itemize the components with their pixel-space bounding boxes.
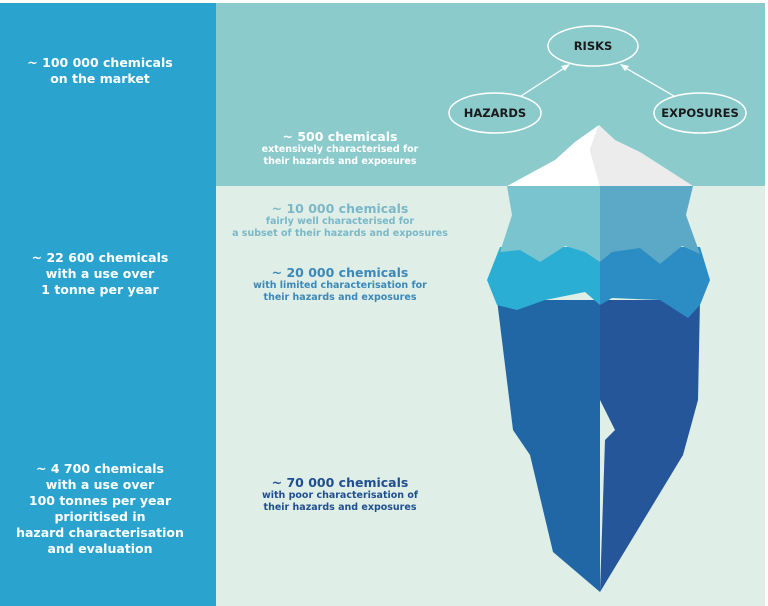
label: prioritised in (54, 509, 146, 524)
risks-ellipse (547, 25, 639, 67)
iceberg-tier-10000-shade (600, 186, 700, 264)
tier-title: ~ 500 chemicals (282, 129, 398, 144)
tier-20000-text: ~ 20 000 chemicals with limited characte… (222, 265, 458, 304)
tonne-count-text: ~ 22 600 chemicals with a use over 1 ton… (0, 250, 200, 298)
hundred-tonnes-count-text: ~ 4 700 chemicals with a use over 100 to… (0, 461, 200, 557)
tier-desc: their hazards and exposures (263, 156, 417, 167)
tier-title: ~ 20 000 chemicals (271, 265, 409, 280)
exposures-label: EXPOSURES (661, 106, 739, 120)
exposures-ellipse (653, 92, 747, 134)
tier-desc: fairly well characterised for (265, 216, 415, 227)
hazards-label: HAZARDS (464, 106, 526, 120)
arrow-hazards-to-risks (520, 66, 567, 97)
label: and evaluation (47, 541, 153, 556)
label: ~ 22 600 chemicals (31, 250, 169, 265)
tier-title: ~ 70 000 chemicals (271, 475, 409, 490)
hazards-ellipse (448, 92, 542, 134)
tier-10000-text: ~ 10 000 chemicals fairly well character… (222, 201, 458, 240)
label: 1 tonne per year (41, 282, 159, 297)
risks-label: RISKS (574, 39, 613, 53)
tier-70000-text: ~ 70 000 chemicals with poor characteris… (222, 475, 458, 514)
label: ~ 100 000 chemicals (27, 55, 173, 70)
tier-desc: with limited characterisation for (253, 280, 427, 291)
iceberg-tier-20000 (487, 247, 600, 310)
tier-desc: their hazards and exposures (263, 292, 417, 303)
arrowhead (561, 64, 570, 71)
tier-desc: their hazards and exposures (263, 502, 417, 513)
label: 100 tonnes per year (28, 493, 172, 508)
tier-desc: with poor characterisation of (261, 490, 419, 501)
label: on the market (50, 71, 150, 86)
tier-500-text: ~ 500 chemicals extensively characterise… (222, 129, 458, 168)
left-panel (0, 3, 216, 606)
iceberg-tier-70000 (497, 300, 600, 592)
iceberg-tier-10000 (500, 186, 600, 262)
arrowhead (620, 64, 629, 71)
iceberg-tier-20000-shade (600, 247, 710, 318)
label: with a use over (45, 266, 155, 281)
label: with a use over (45, 477, 155, 492)
tier-desc: a subset of their hazards and exposures (232, 228, 448, 239)
arrow-exposures-to-risks (623, 66, 675, 97)
label: ~ 4 700 chemicals (36, 461, 164, 476)
market-count-text: ~ 100 000 chemicals on the market (0, 55, 200, 87)
tier-desc: extensively characterised for (261, 144, 419, 155)
iceberg-tier-500 (507, 125, 600, 186)
above-water-area (216, 3, 765, 186)
label: hazard characterisation (16, 525, 184, 540)
iceberg-tier-500-shade (590, 125, 693, 186)
iceberg-tier-70000-shade (600, 300, 700, 592)
tier-title: ~ 10 000 chemicals (271, 201, 409, 216)
